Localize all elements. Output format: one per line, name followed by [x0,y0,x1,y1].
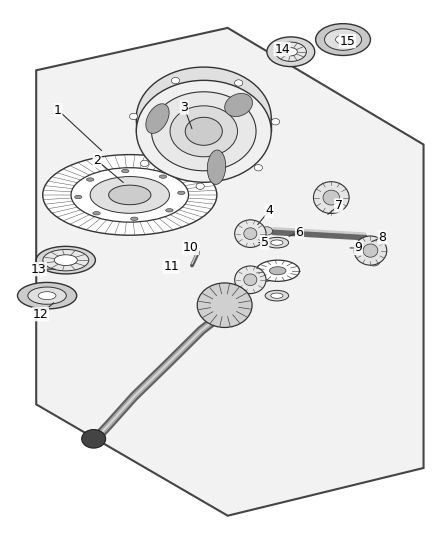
Ellipse shape [323,190,339,205]
Text: 15: 15 [339,35,355,47]
Ellipse shape [177,191,185,195]
Ellipse shape [271,240,283,245]
Ellipse shape [171,77,180,84]
Ellipse shape [271,293,283,298]
Ellipse shape [54,255,78,265]
Polygon shape [36,28,424,516]
Text: 9: 9 [354,241,362,254]
Text: 7: 7 [335,199,343,212]
Ellipse shape [28,287,66,304]
Ellipse shape [170,106,237,157]
Ellipse shape [93,212,100,215]
Ellipse shape [141,160,149,167]
Text: 4: 4 [265,204,273,217]
Text: 11: 11 [163,260,179,273]
Ellipse shape [207,150,226,184]
Ellipse shape [254,165,262,171]
Ellipse shape [166,208,173,212]
Ellipse shape [256,260,300,281]
Ellipse shape [38,292,56,300]
Ellipse shape [269,266,286,275]
Ellipse shape [235,266,266,294]
Ellipse shape [284,47,297,56]
Ellipse shape [354,236,387,265]
Ellipse shape [363,244,378,257]
Ellipse shape [196,183,204,189]
Text: 10: 10 [183,241,199,254]
Ellipse shape [261,227,272,235]
Text: 8: 8 [378,231,386,244]
Ellipse shape [18,282,77,309]
Ellipse shape [131,217,138,221]
Ellipse shape [316,23,371,55]
Ellipse shape [43,249,89,271]
Text: 3: 3 [180,101,188,114]
Ellipse shape [90,176,170,213]
Ellipse shape [225,93,253,117]
Text: 13: 13 [31,263,46,276]
Ellipse shape [36,246,95,274]
Ellipse shape [82,430,106,448]
Text: 12: 12 [33,308,49,321]
Text: 6: 6 [296,225,304,239]
Ellipse shape [197,283,252,327]
Text: 1: 1 [54,103,62,117]
Ellipse shape [314,182,349,214]
Ellipse shape [71,168,188,222]
Ellipse shape [185,117,223,146]
Ellipse shape [267,37,315,67]
Ellipse shape [325,29,361,50]
Ellipse shape [272,118,279,125]
Text: 14: 14 [274,43,290,55]
Ellipse shape [152,92,256,171]
Ellipse shape [74,195,82,199]
Ellipse shape [261,273,272,281]
Ellipse shape [136,80,271,182]
Ellipse shape [109,185,151,205]
Ellipse shape [86,178,94,181]
Ellipse shape [275,42,306,61]
Ellipse shape [130,113,138,119]
Text: 5: 5 [261,236,268,249]
Ellipse shape [122,169,129,173]
Ellipse shape [265,290,289,301]
Ellipse shape [43,155,217,235]
Ellipse shape [159,175,167,179]
Ellipse shape [136,67,271,169]
Ellipse shape [234,80,243,86]
Ellipse shape [244,274,257,286]
Ellipse shape [235,220,266,247]
Ellipse shape [244,228,257,239]
Ellipse shape [265,237,289,248]
Ellipse shape [146,104,169,133]
Ellipse shape [336,35,350,44]
Text: 2: 2 [93,154,101,167]
Ellipse shape [368,256,380,266]
